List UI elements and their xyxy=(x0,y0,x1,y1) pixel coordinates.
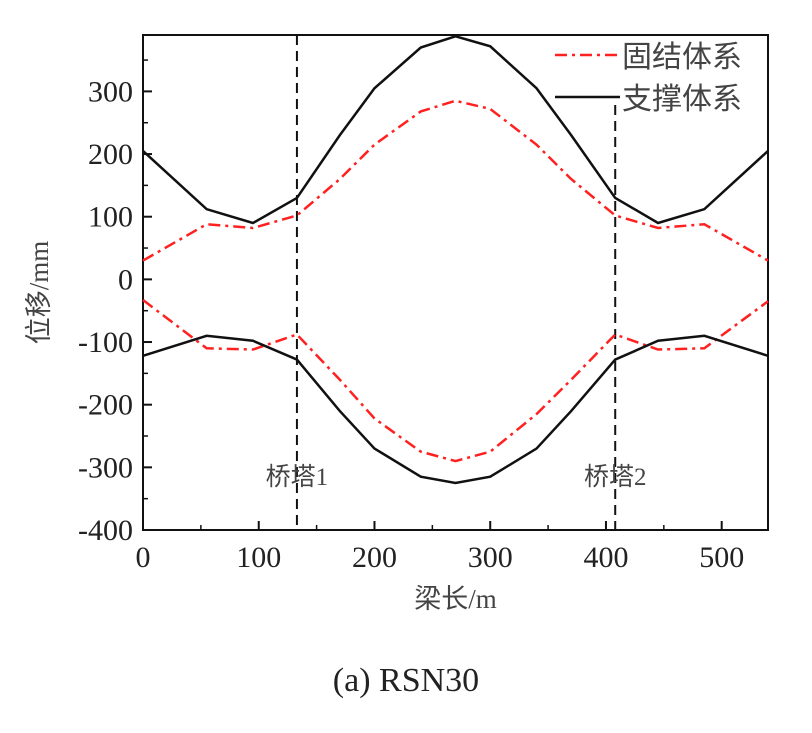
y-tick-label: -200 xyxy=(78,389,133,422)
series-line-fixed-lower xyxy=(142,299,769,463)
chart: 0 100 200 300 400 500 -400 -300 -200 -100 0 100 200 3… xyxy=(24,34,769,614)
tower-label: 桥塔1 xyxy=(266,463,329,491)
x-axis-label: 梁长/m xyxy=(414,584,497,614)
x-tick-label: 400 xyxy=(583,541,628,574)
x-tick-label: 200 xyxy=(352,541,397,574)
y-tick-label: -400 xyxy=(78,514,133,547)
y-tick-label: 200 xyxy=(88,138,133,171)
x-tick-label: 0 xyxy=(136,541,151,574)
y-tick-label: 300 xyxy=(88,75,133,108)
series-line-support-lower xyxy=(142,334,769,485)
y-axis-label: 位移/mm xyxy=(24,241,54,345)
x-tick-label: 100 xyxy=(236,541,281,574)
x-tick-label: 500 xyxy=(699,541,744,574)
series-line-fixed-upper xyxy=(142,99,769,262)
legend-label: 支撑体系 xyxy=(622,83,742,116)
tower-label: 桥塔2 xyxy=(584,463,647,491)
x-tick-label: 300 xyxy=(468,541,513,574)
series-line-support-upper xyxy=(142,34,769,225)
legend-label: 固结体系 xyxy=(622,41,742,74)
y-tick-label: 100 xyxy=(88,201,133,234)
y-tick-label: 0 xyxy=(118,263,133,296)
y-tick-label: -300 xyxy=(78,451,133,484)
y-tick-label: -100 xyxy=(78,326,133,359)
figure-caption: (a) RSN30 xyxy=(332,662,480,699)
